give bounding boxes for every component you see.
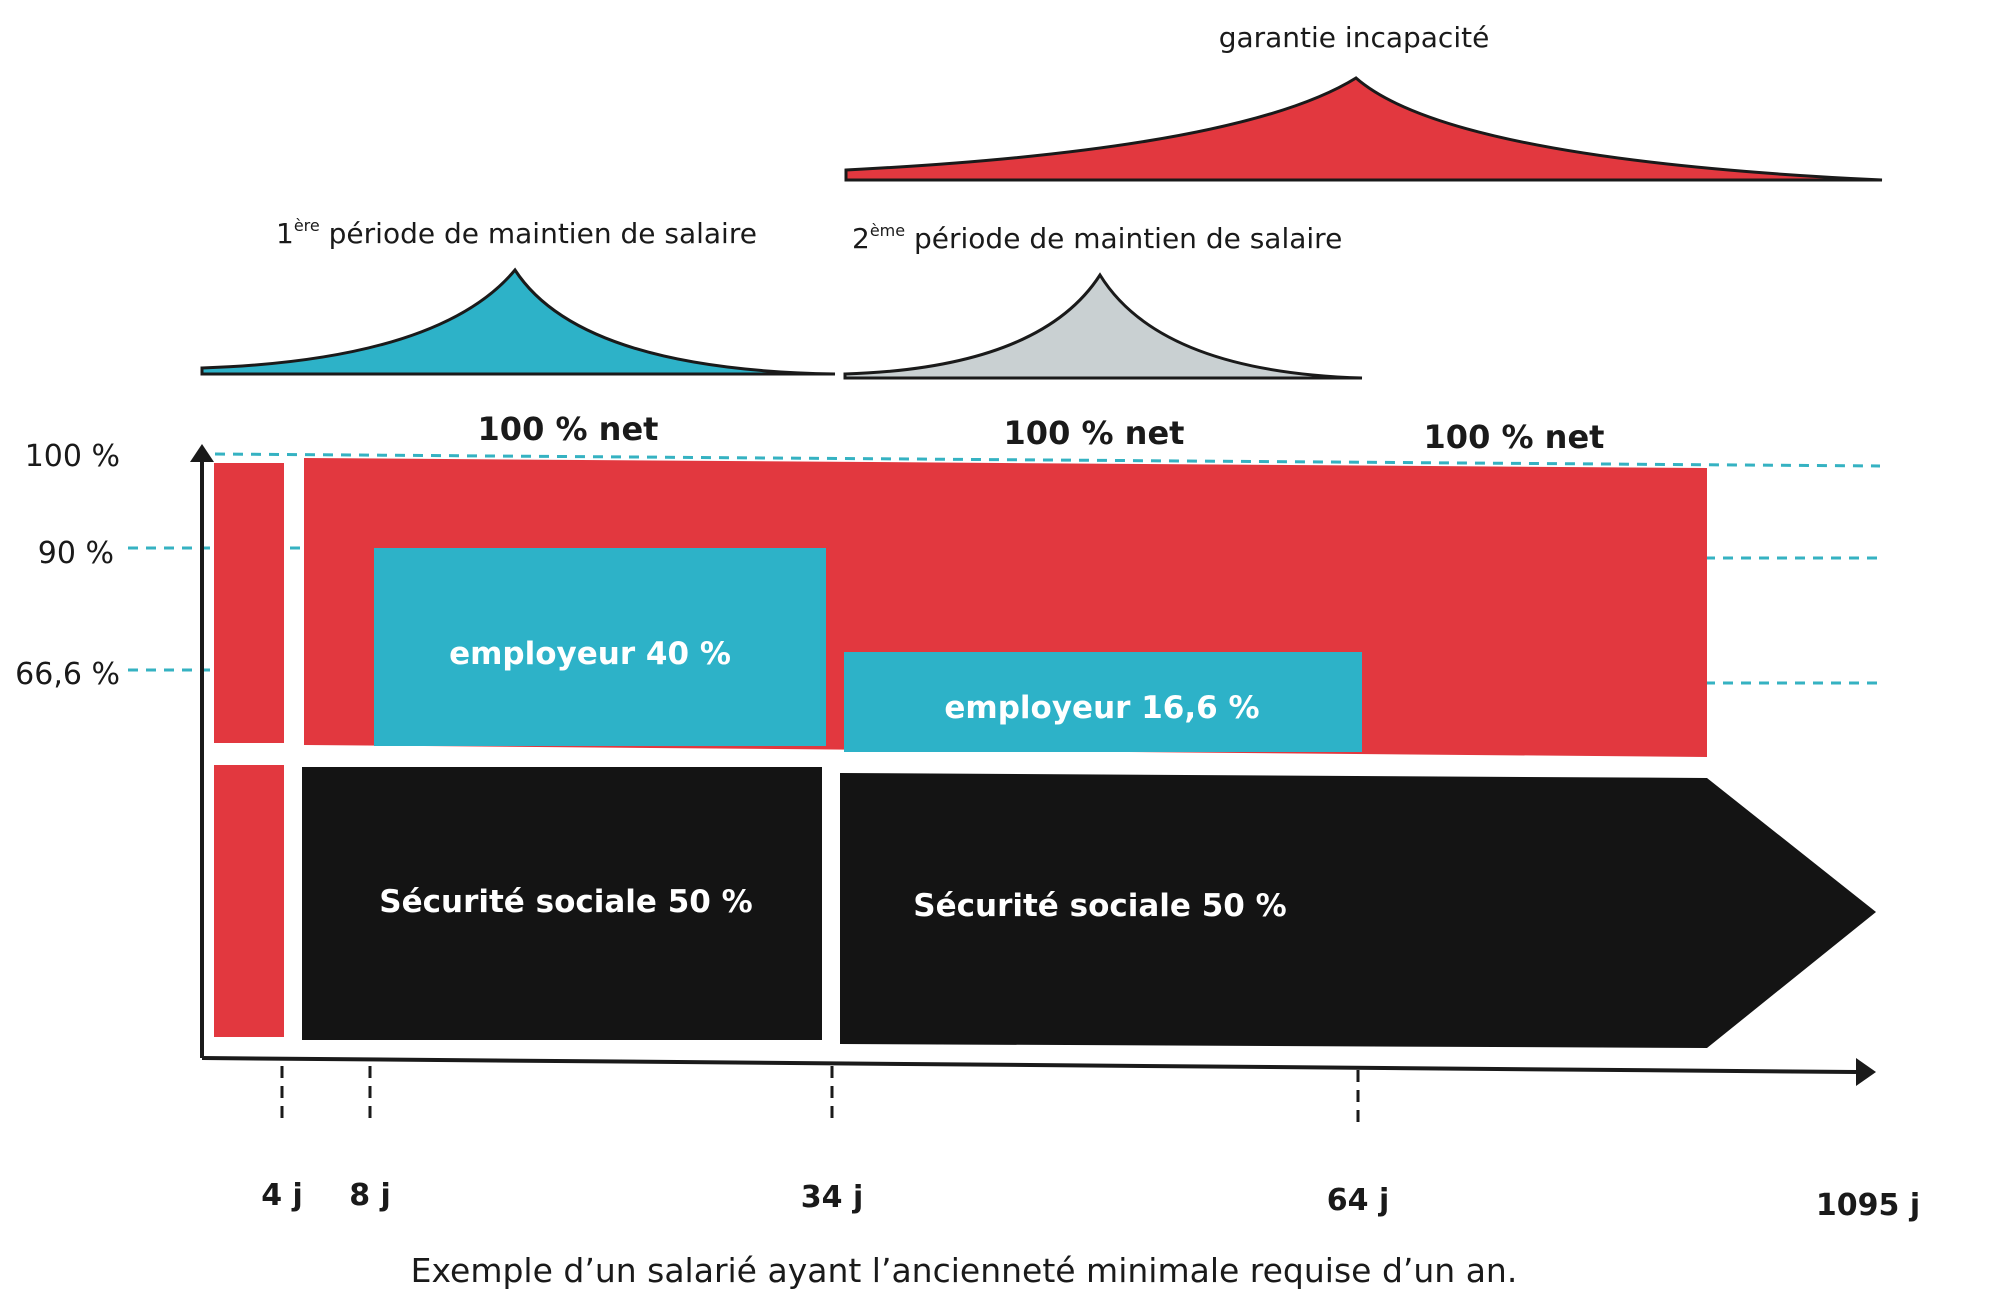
y-label-90: 90 % [38,536,114,571]
x-label-4: 4 j [261,1178,303,1213]
reference-lines [128,452,1881,685]
secu-label-1: Sécurité sociale 50 % [379,884,752,920]
red-block-left [214,463,284,743]
periode2-ordinal: 2 [852,222,870,255]
x-ticks [280,1066,1360,1126]
ref-line-100 [214,452,1881,468]
periode1-label: 1ère période de maintien de salaire [276,216,757,250]
y-label-66: 66,6 % [15,657,120,692]
x-axis-arrow [1856,1058,1876,1086]
red-block-left-lower [214,765,284,1037]
x-label-34: 34 j [801,1180,863,1215]
periode2-text: période de maintien de salaire [905,222,1342,255]
axes [190,444,1876,1086]
periode1-curve [200,267,836,376]
periode2-label: 2ème période de maintien de salaire [852,221,1342,255]
employeur-block-1 [374,548,826,746]
secu-label-2: Sécurité sociale 50 % [913,888,1286,924]
garantie-label: garantie incapacité [1219,21,1490,54]
x-axis-line [201,1056,1857,1074]
secu-block-2 [840,773,1876,1048]
y-axis-arrow [190,444,214,462]
net-label-1: 100 % net [478,410,659,448]
periode1-text: période de maintien de salaire [320,217,757,250]
periode2-suffix: ème [870,221,905,240]
net-label-2: 100 % net [1004,414,1185,452]
periode1-ordinal: 1 [276,217,294,250]
x-label-64: 64 j [1327,1183,1389,1218]
secu-block-1 [302,767,822,1040]
y-label-100: 100 % [25,439,120,474]
caption: Exemple d’un salarié ayant l’ancienneté … [411,1251,1518,1290]
x-label-1095: 1095 j [1816,1188,1920,1223]
periode1-suffix: ère [294,216,320,235]
employeur-label-1: employeur 40 % [449,636,731,672]
employeur-label-2: employeur 16,6 % [944,690,1259,726]
net-label-3: 100 % net [1424,418,1605,456]
garantie-curve [844,76,1883,182]
x-label-8: 8 j [349,1178,391,1213]
employeur-block-2 [844,652,1362,752]
periode2-curve [843,272,1363,380]
